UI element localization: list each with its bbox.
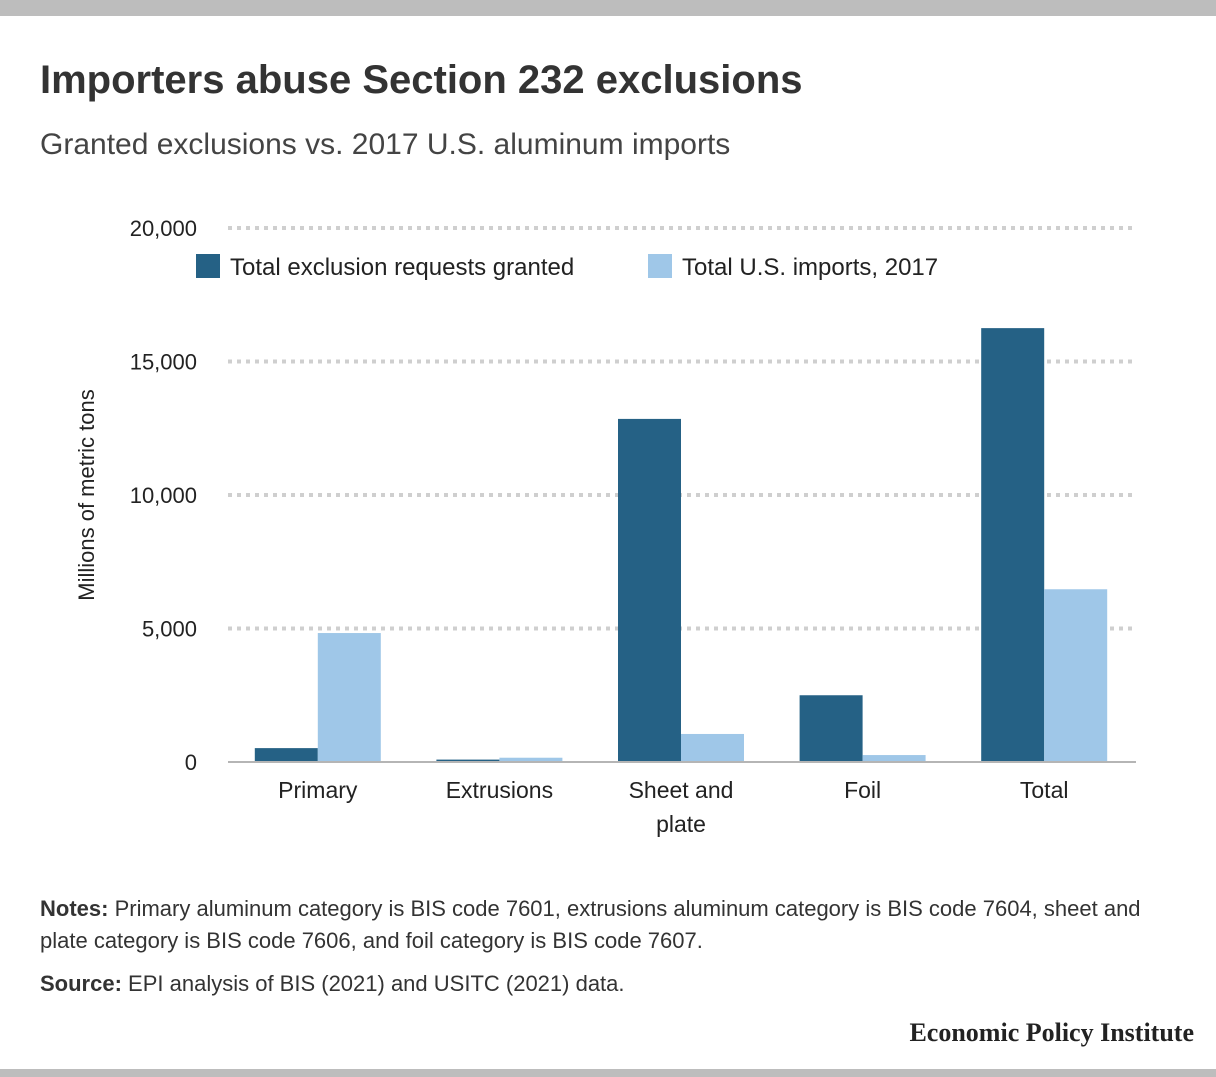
chart-subtitle: Granted exclusions vs. 2017 U.S. aluminu…	[40, 128, 731, 161]
chart-title: Importers abuse Section 232 exclusions	[40, 58, 803, 102]
x-tick-label: plate	[656, 811, 706, 837]
source-text: EPI analysis of BIS (2021) and USITC (20…	[128, 971, 625, 996]
y-tick-label: 10,000	[130, 483, 197, 508]
bar-chart: 0 5,000 10,000 15,000 20,000 Primary Extrusion…	[74, 216, 1136, 837]
bar	[981, 328, 1045, 762]
bar	[1044, 589, 1108, 762]
top-border	[0, 0, 1216, 16]
y-tick-label: 5,000	[142, 617, 197, 642]
y-tick-label: 15,000	[130, 350, 197, 375]
legend-label: Total exclusion requests granted	[230, 254, 574, 281]
notes: Notes: Primary aluminum category is BIS …	[40, 893, 1180, 957]
x-tick-label: Primary	[278, 777, 358, 803]
brand-logo-text: Economic Policy Institute	[909, 1018, 1194, 1047]
notes-label: Notes:	[40, 896, 109, 921]
bar	[618, 418, 681, 762]
source: Source: EPI analysis of BIS (2021) and U…	[40, 968, 625, 1000]
bottom-border	[0, 1069, 1216, 1077]
legend-swatch	[648, 254, 672, 278]
x-tick-label: Total	[1020, 777, 1069, 803]
bar	[254, 748, 318, 762]
bar	[862, 755, 926, 762]
bar	[799, 695, 863, 762]
bar	[681, 733, 744, 762]
y-axis-label: Millions of metric tons	[74, 389, 99, 601]
x-tick-label: Sheet and	[629, 777, 734, 803]
bar	[499, 757, 563, 762]
legend-label: Total U.S. imports, 2017	[682, 254, 938, 281]
y-tick-label: 0	[185, 750, 197, 775]
x-tick-label: Extrusions	[446, 777, 553, 803]
bar	[317, 633, 381, 762]
y-tick-label: 20,000	[130, 216, 197, 241]
legend-swatch	[196, 254, 220, 278]
x-tick-label: Foil	[844, 777, 881, 803]
source-label: Source:	[40, 971, 122, 996]
bar	[436, 759, 500, 762]
notes-text: Primary aluminum category is BIS code 76…	[40, 896, 1141, 953]
